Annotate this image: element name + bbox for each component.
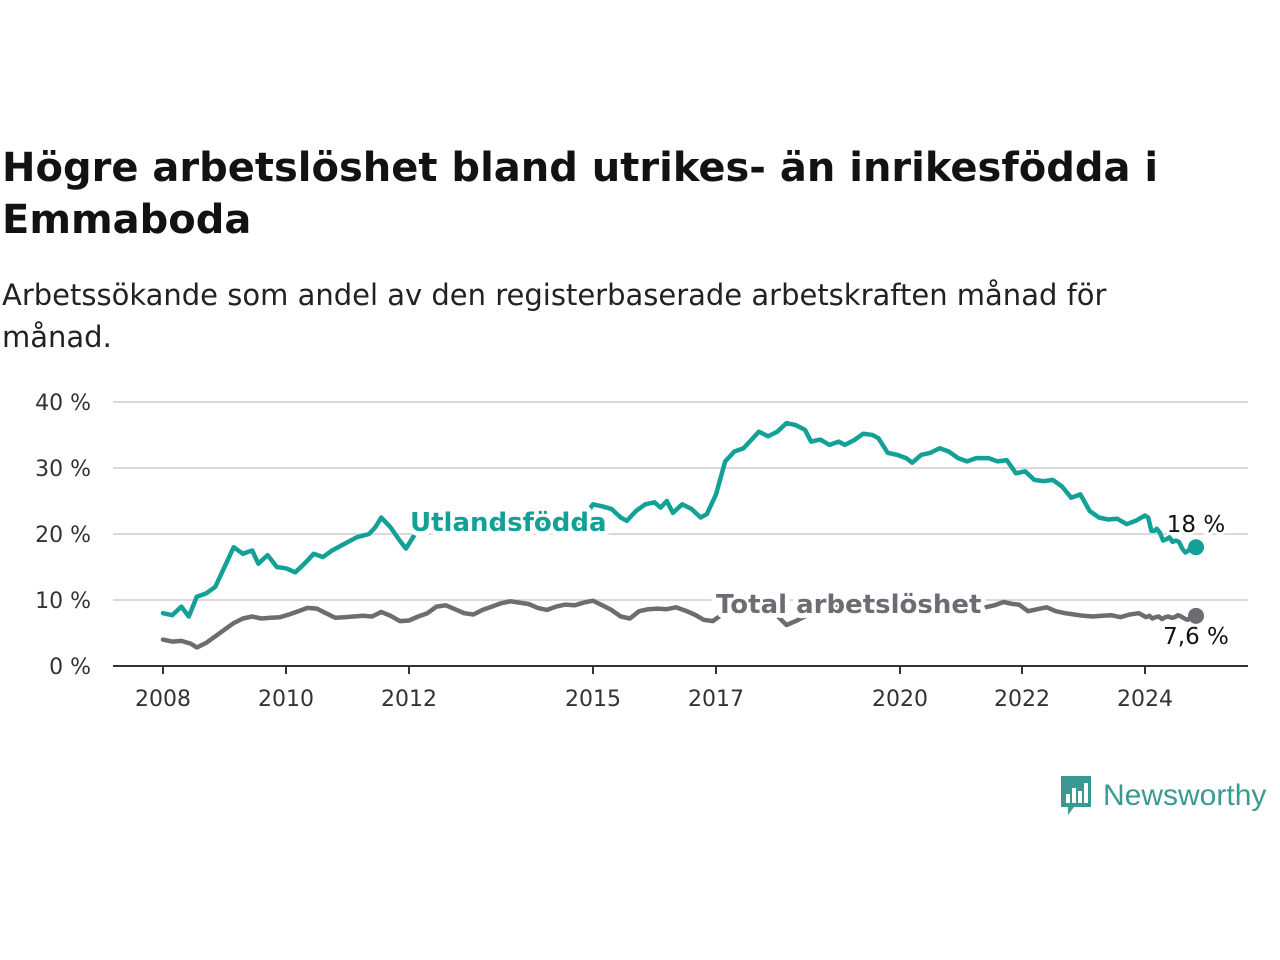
y-axis-tick-labels: 0 % 10 % 20 % 30 % 40 %	[35, 391, 91, 680]
chart-title: Högre arbetslöshet bland utrikes- än inr…	[2, 145, 1159, 243]
x-tick-label: 2017	[688, 687, 744, 712]
x-tick-label: 2020	[872, 687, 928, 712]
y-tick-label: 10 %	[35, 589, 91, 614]
end-point-utlandsfodda	[1188, 539, 1204, 556]
end-point-total	[1188, 607, 1204, 624]
series-line-utlandsfodda	[160, 420, 1199, 619]
x-axis: 2008 2010 2012 2015 2017 2020 2022 2024	[113, 665, 1248, 712]
y-tick-label: 0 %	[49, 655, 91, 680]
y-tick-label: 30 %	[35, 457, 91, 482]
y-tick-label: 40 %	[35, 391, 91, 416]
logo-wordmark: Newsworthy	[1103, 779, 1267, 812]
series-label-total: Total arbetslöshet	[716, 590, 981, 620]
newsworthy-logo: Newsworthy	[1059, 774, 1266, 818]
series-lines	[160, 420, 1204, 650]
gridlines	[113, 401, 1248, 601]
chart-subtitle: Arbetssökande som andel av den registerb…	[2, 278, 1107, 354]
x-tick-label: 2010	[258, 687, 314, 712]
x-tick-label: 2012	[381, 687, 437, 712]
series-line-total	[160, 598, 1199, 650]
series-labels: Utlandsfödda 18 % Total arbetslöshet 7,6 %	[405, 503, 1232, 653]
end-label-utlandsfodda: 18 %	[1167, 512, 1225, 538]
line-chart: 0 % 10 % 20 % 30 % 40 % 2008 2010 2012 2015 2017…	[35, 391, 1248, 712]
x-tick-label: 2015	[565, 687, 621, 712]
y-tick-label: 20 %	[35, 523, 91, 548]
x-tick-label: 2022	[994, 687, 1050, 712]
x-tick-label: 2008	[135, 687, 191, 712]
newsworthy-bar-chart-icon	[1061, 776, 1091, 815]
end-label-total: 7,6 %	[1163, 624, 1229, 650]
x-tick-label: 2024	[1117, 687, 1173, 712]
series-label-utlandsfodda: Utlandsfödda	[410, 508, 607, 538]
